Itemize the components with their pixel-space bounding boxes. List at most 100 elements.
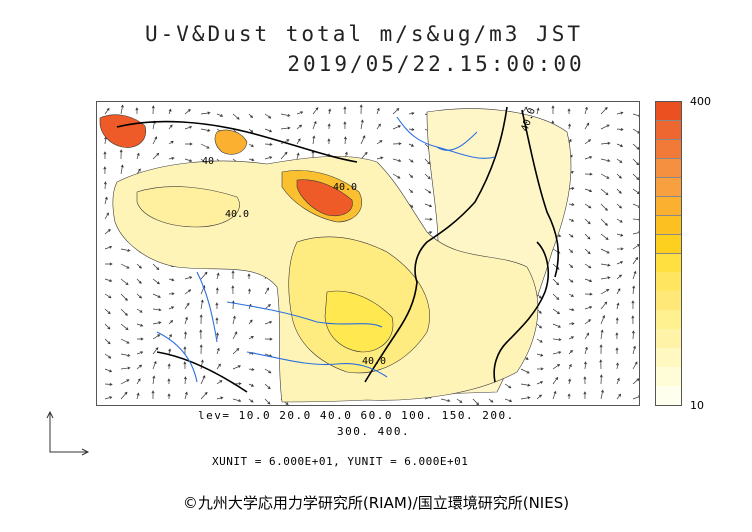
wind-arrow bbox=[103, 151, 107, 160]
wind-arrow bbox=[264, 398, 271, 405]
wind-arrow bbox=[600, 248, 610, 254]
wind-arrow bbox=[327, 123, 331, 130]
wind-arrow bbox=[184, 302, 190, 310]
wind-arrow bbox=[280, 113, 291, 117]
wind-arrow bbox=[104, 368, 113, 373]
axis-indicator bbox=[46, 410, 90, 456]
wind-arrow bbox=[568, 363, 572, 370]
wind-arrow bbox=[616, 173, 622, 179]
wind-arrow bbox=[104, 396, 113, 400]
wind-arrow bbox=[200, 128, 211, 132]
wind-arrow bbox=[215, 302, 219, 310]
wind-arrow bbox=[552, 278, 560, 286]
wind-arrow bbox=[104, 338, 111, 345]
wind-arrow bbox=[136, 168, 141, 175]
wind-arrow bbox=[616, 362, 620, 370]
wind-arrow bbox=[152, 263, 160, 271]
wind-arrow bbox=[328, 108, 332, 115]
wind-arrow bbox=[632, 244, 639, 250]
wind-arrow bbox=[184, 108, 191, 115]
wind-arrow bbox=[632, 143, 639, 150]
wind-arrow bbox=[248, 319, 253, 325]
wind-arrow bbox=[136, 278, 142, 284]
wind-arrow bbox=[568, 233, 574, 238]
wind-arrow bbox=[616, 127, 624, 131]
wind-arrow bbox=[584, 156, 593, 160]
colorbar-min-label: 10 bbox=[690, 399, 704, 412]
wind-arrow bbox=[599, 344, 603, 355]
wind-arrow bbox=[104, 323, 111, 330]
colorbar-segment bbox=[656, 102, 681, 122]
wind-arrow bbox=[632, 361, 638, 370]
credit-line: ©九州大学応用力学研究所(RIAM)/国立環境研究所(NIES) bbox=[182, 494, 570, 512]
wind-arrow bbox=[231, 285, 235, 295]
wind-arrow bbox=[264, 142, 273, 146]
wind-arrow bbox=[152, 347, 159, 355]
wind-arrow bbox=[200, 391, 208, 400]
colorbar-segment bbox=[656, 196, 681, 217]
wind-arrow bbox=[232, 331, 238, 340]
wind-arrow bbox=[248, 367, 255, 371]
wind-arrow bbox=[200, 359, 204, 370]
wind-arrow bbox=[631, 330, 635, 340]
colorbar-segment bbox=[656, 348, 681, 368]
dust-hotspot-north-core bbox=[296, 179, 353, 217]
wind-arrow bbox=[568, 293, 575, 297]
wind-arrow bbox=[168, 348, 172, 355]
wind-arrow bbox=[616, 218, 623, 223]
wind-arrow bbox=[424, 173, 431, 180]
wind-arrow bbox=[424, 188, 432, 194]
wind-arrow bbox=[119, 149, 123, 160]
wind-arrow bbox=[152, 136, 158, 145]
wind-arrow bbox=[247, 288, 251, 295]
wind-arrow bbox=[120, 164, 124, 175]
contour-levels-line2: 300. 400. bbox=[337, 425, 411, 438]
wind-arrow bbox=[120, 391, 128, 400]
wind-arrow bbox=[600, 233, 609, 240]
wind-arrow bbox=[120, 379, 130, 385]
wind-arrow bbox=[552, 308, 561, 315]
wind-arrow bbox=[120, 293, 128, 301]
wind-arrow bbox=[567, 123, 571, 130]
wind-arrow bbox=[104, 308, 111, 315]
wind-arrow bbox=[168, 333, 172, 340]
wind-arrow bbox=[215, 287, 219, 295]
wind-arrow bbox=[568, 278, 574, 283]
wind-arrow bbox=[616, 143, 624, 147]
wind-arrow bbox=[600, 329, 604, 340]
colorbar-segment bbox=[656, 253, 681, 273]
wind-arrow bbox=[312, 120, 317, 130]
wind-arrow bbox=[264, 337, 273, 341]
wind-arrow bbox=[136, 351, 144, 355]
wind-arrow bbox=[552, 376, 559, 385]
wind-arrow bbox=[104, 212, 109, 220]
wind-arrow bbox=[568, 308, 575, 312]
wind-arrow bbox=[632, 203, 639, 208]
wind-arrow bbox=[616, 203, 623, 209]
wind-arrow bbox=[200, 375, 206, 385]
wind-arrow bbox=[296, 152, 300, 160]
wind-arrow bbox=[631, 300, 635, 310]
wind-arrow bbox=[104, 293, 112, 299]
wind-arrow bbox=[184, 391, 188, 400]
wind-arrow bbox=[568, 378, 572, 385]
dust-region-inner2 bbox=[324, 290, 394, 353]
wind-arrow bbox=[632, 285, 636, 295]
wind-arrow bbox=[615, 347, 619, 355]
wind-arrow bbox=[184, 125, 193, 130]
wind-arrow bbox=[424, 203, 433, 208]
wind-arrow bbox=[264, 320, 273, 325]
wind-arrow bbox=[215, 332, 219, 340]
coastlines bbox=[116, 106, 560, 393]
wind-arrow bbox=[232, 398, 242, 403]
colorbar-segment bbox=[656, 310, 681, 330]
wind-arrow bbox=[520, 396, 531, 400]
wind-arrow bbox=[343, 136, 347, 145]
wind-arrow bbox=[584, 278, 593, 283]
wind-arrow bbox=[167, 393, 171, 400]
wind-arrow bbox=[584, 188, 593, 193]
wind-arrow bbox=[424, 217, 433, 221]
wind-arrow bbox=[152, 334, 161, 340]
wind-arrow bbox=[248, 383, 255, 387]
wind-arrow bbox=[632, 395, 639, 400]
